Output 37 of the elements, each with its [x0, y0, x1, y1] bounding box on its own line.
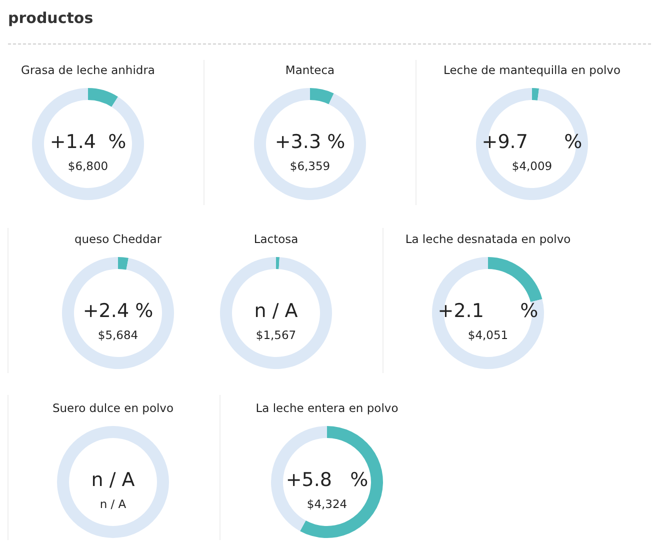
donut-slice: [476, 88, 588, 200]
chart-title: Suero dulce en polvo: [52, 401, 174, 415]
chart-title: Lactosa: [254, 232, 298, 246]
chart-title: queso Cheddar: [74, 232, 162, 246]
donut-slice: [62, 257, 174, 369]
donut-slice: [88, 88, 118, 107]
donut-slice: [488, 257, 542, 302]
donut-slice: [118, 257, 128, 270]
chart-title: La leche entera en polvo: [256, 401, 398, 415]
text: +2.1 %: [438, 300, 538, 322]
text: n / A: [91, 469, 135, 491]
text: productos: [8, 9, 94, 27]
text: $5,684: [98, 328, 138, 342]
donut-slice: [220, 257, 332, 369]
chart-title: La leche desnatada en polvo: [405, 232, 571, 246]
text: $4,051: [468, 328, 508, 342]
text: $4,009: [512, 159, 552, 173]
chart-title: Grasa de leche anhidra: [21, 63, 155, 77]
text: n / A: [100, 497, 126, 511]
text: n / A: [254, 300, 298, 322]
text: $4,324: [306, 497, 348, 511]
donut-slice: [432, 257, 544, 369]
text: +3.3 %: [274, 131, 346, 153]
text: $6,359: [290, 159, 330, 173]
donut-slice: [276, 257, 280, 270]
chart-title: Leche de mantequilla en polvo: [443, 63, 621, 77]
chart-title: Manteca: [285, 63, 335, 77]
text: +2.4 %: [82, 300, 154, 322]
text: +5.8 %: [286, 469, 368, 491]
donut-slice: [254, 88, 366, 200]
donut-slice: [532, 88, 540, 100]
donut-slice: [310, 88, 334, 104]
text: +1.4 %: [50, 131, 126, 153]
donut-slice: [32, 88, 144, 200]
text: $6,800: [68, 159, 108, 173]
text: $1,567: [256, 328, 296, 342]
text: +9.7 %: [482, 131, 582, 153]
